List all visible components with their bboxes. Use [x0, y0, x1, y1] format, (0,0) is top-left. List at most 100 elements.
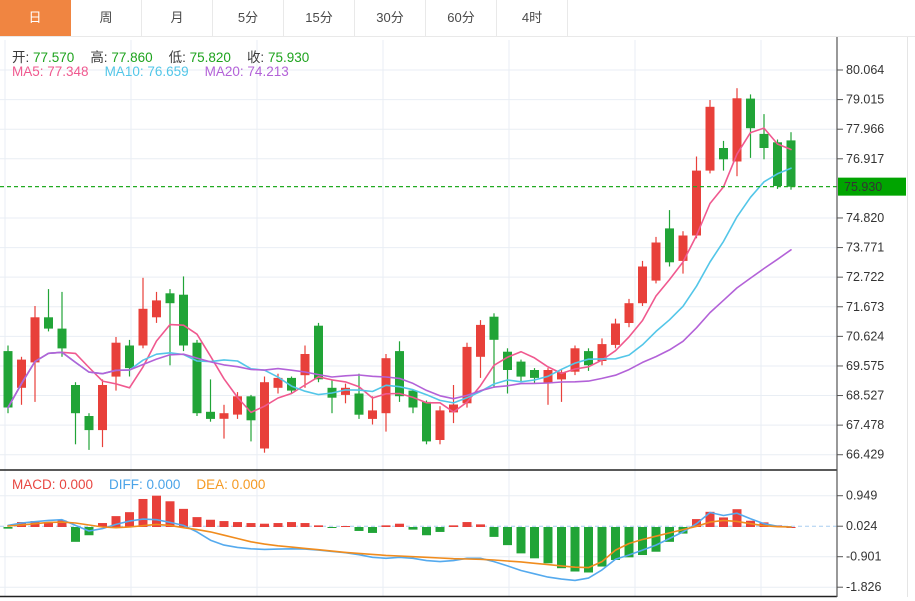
candle-40[interactable]	[543, 368, 553, 405]
candle-15[interactable]	[206, 379, 215, 422]
macd-bar	[462, 522, 472, 527]
macd-bar	[530, 527, 539, 559]
dea-line	[7, 519, 792, 569]
candle-48[interactable]	[651, 236, 661, 284]
candle-39[interactable]	[530, 368, 539, 384]
diff-line	[7, 511, 792, 582]
tab-period-0[interactable]: 日	[0, 0, 71, 36]
candle-body	[584, 351, 593, 366]
candle-2[interactable]	[30, 306, 40, 402]
candle-body	[732, 98, 742, 162]
macd-bar	[611, 527, 620, 560]
ohlc-row-label-0: 开:	[12, 50, 34, 65]
candle-4[interactable]	[57, 291, 67, 357]
candle-51[interactable]	[692, 156, 701, 239]
candle-body	[111, 342, 121, 377]
candle-body	[152, 300, 161, 318]
macd-bar	[206, 519, 215, 527]
candle-21[interactable]	[287, 376, 296, 394]
macd-tick-label-2: -0.901	[846, 550, 881, 564]
candle-36[interactable]	[489, 313, 499, 388]
tab-period-4[interactable]: 15分	[284, 0, 355, 36]
macd-bar	[233, 522, 242, 527]
candle-6[interactable]	[84, 413, 94, 450]
candle-27[interactable]	[368, 396, 377, 425]
candle-32[interactable]	[435, 406, 445, 445]
price-tick-label-2: 77.966	[846, 122, 884, 136]
candle-22[interactable]	[300, 345, 310, 388]
ohlc-row-label-3: 收:	[246, 50, 268, 65]
macd-tick-label-3: -1.826	[846, 580, 881, 594]
candle-47[interactable]	[638, 260, 647, 306]
macd-bar	[98, 523, 107, 527]
candle-53[interactable]	[719, 140, 728, 171]
tab-period-1[interactable]: 周	[71, 0, 142, 36]
candle-5[interactable]	[71, 382, 80, 445]
candle-body	[84, 416, 94, 431]
candle-16[interactable]	[219, 404, 229, 439]
candle-42[interactable]	[570, 345, 580, 376]
tab-period-7[interactable]: 4时	[497, 0, 568, 36]
candle-52[interactable]	[705, 100, 715, 174]
candle-10[interactable]	[138, 277, 148, 349]
candle-56[interactable]	[759, 114, 769, 160]
candle-33[interactable]	[449, 385, 458, 424]
ohlc-row-label-2: 低:	[168, 50, 190, 65]
candle-14[interactable]	[192, 339, 202, 416]
candle-8[interactable]	[111, 337, 121, 391]
macd-bar	[489, 527, 499, 537]
candle-3[interactable]	[44, 289, 53, 332]
candle-body	[314, 325, 323, 380]
candle-18[interactable]	[246, 394, 256, 442]
candle-29[interactable]	[395, 341, 404, 402]
candle-38[interactable]	[516, 359, 526, 383]
candle-24[interactable]	[327, 379, 337, 414]
candle-25[interactable]	[341, 383, 350, 404]
ohlc-legend: 开: 77.570 高: 77.860 低: 75.820 收: 75.930	[12, 46, 325, 66]
tab-period-5[interactable]: 30分	[355, 0, 426, 36]
candle-11[interactable]	[152, 291, 161, 323]
candle-body	[17, 359, 26, 388]
candle-13[interactable]	[179, 276, 188, 352]
macd-bar	[368, 527, 377, 533]
macd-bar	[732, 509, 742, 527]
candle-34[interactable]	[462, 342, 472, 408]
candle-57[interactable]	[773, 139, 782, 189]
candle-35[interactable]	[476, 320, 485, 378]
macd-bar	[476, 524, 485, 527]
macd-bar	[584, 527, 593, 573]
candle-body	[503, 351, 512, 370]
macd-tick-label-0: 0.949	[846, 489, 877, 503]
macd-bar	[300, 523, 310, 527]
candle-body	[3, 351, 13, 408]
candle-1[interactable]	[17, 356, 26, 405]
candle-30[interactable]	[408, 389, 418, 414]
macd-bar	[557, 527, 566, 569]
macd-bar	[624, 527, 634, 558]
candle-49[interactable]	[665, 210, 674, 267]
candle-50[interactable]	[678, 231, 688, 274]
tab-period-6[interactable]: 60分	[426, 0, 497, 36]
candle-46[interactable]	[624, 298, 634, 328]
candle-54[interactable]	[732, 88, 742, 177]
candle-55[interactable]	[746, 94, 755, 158]
candle-0[interactable]	[3, 345, 13, 414]
candle-45[interactable]	[611, 318, 620, 349]
candle-31[interactable]	[422, 400, 431, 445]
tab-period-3[interactable]: 5分	[213, 0, 284, 36]
candle-58[interactable]	[786, 132, 796, 190]
candle-body	[624, 303, 634, 323]
candle-19[interactable]	[260, 376, 269, 453]
candle-7[interactable]	[98, 379, 107, 448]
macd-bar	[111, 516, 121, 527]
macd-bar	[705, 511, 715, 527]
candle-9[interactable]	[125, 339, 134, 377]
candle-23[interactable]	[314, 322, 323, 383]
price-tick-label-12: 66.429	[846, 448, 884, 462]
tab-period-2[interactable]: 月	[142, 0, 213, 36]
candle-26[interactable]	[354, 373, 364, 419]
candle-41[interactable]	[557, 369, 566, 402]
macd-bar	[152, 495, 161, 527]
